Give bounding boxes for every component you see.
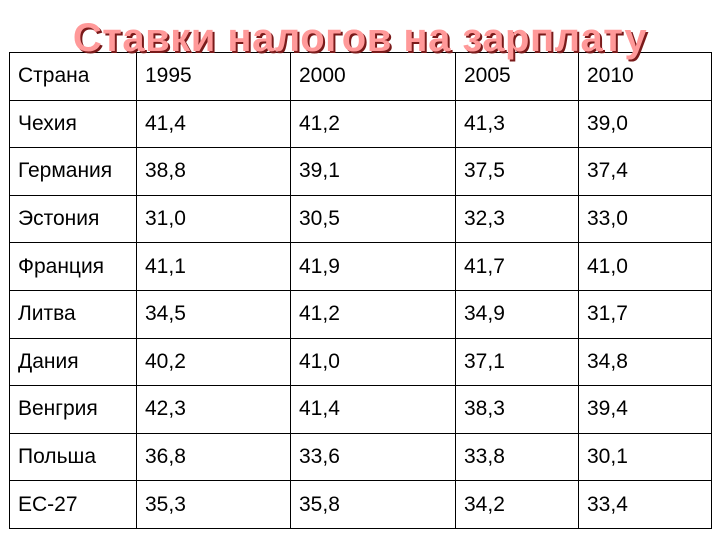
table-body: Страна 1995 2000 2005 2010 Чехия 41,4 41,2 41,3 3… xyxy=(9,52,712,529)
country-cell: Польша xyxy=(9,432,137,482)
value-cell: 35,3 xyxy=(136,480,291,529)
value-cell: 38,8 xyxy=(136,147,291,196)
value-cell: 42,3 xyxy=(136,385,291,434)
value-cell: 34,2 xyxy=(455,480,579,529)
country-cell: Германия xyxy=(9,147,137,196)
value-cell: 30,1 xyxy=(578,432,712,482)
value-cell: 41,2 xyxy=(290,289,456,339)
value-cell: 39,4 xyxy=(578,385,712,434)
value-cell: 36,8 xyxy=(136,432,291,482)
country-cell: Франция xyxy=(9,242,137,291)
value-cell: 40,2 xyxy=(136,337,291,387)
value-cell: 39,1 xyxy=(290,147,456,196)
value-cell: 41,9 xyxy=(290,242,456,291)
country-cell: Дания xyxy=(9,337,137,387)
value-cell: 41,4 xyxy=(290,385,456,434)
value-cell: 33,4 xyxy=(578,480,712,529)
country-cell: ЕС-27 xyxy=(9,480,137,529)
country-cell: Эстония xyxy=(9,194,137,244)
table-row: ЕС-27 35,3 35,8 34,2 33,4 xyxy=(9,480,712,529)
table-row: Литва 34,5 41,2 34,9 31,7 xyxy=(9,289,712,339)
value-cell: 41,3 xyxy=(455,99,579,149)
value-cell: 33,6 xyxy=(290,432,456,482)
value-cell: 39,0 xyxy=(578,99,712,149)
country-cell: Венгрия xyxy=(9,385,137,434)
page-title: Ставки налогов на зарплату xyxy=(72,16,648,60)
value-cell: 33,8 xyxy=(455,432,579,482)
value-cell: 34,8 xyxy=(578,337,712,387)
header-cell: 2005 xyxy=(455,52,579,101)
value-cell: 41,1 xyxy=(136,242,291,291)
value-cell: 34,5 xyxy=(136,289,291,339)
table-row: Венгрия 42,3 41,4 38,3 39,4 xyxy=(9,385,712,434)
header-row: Страна 1995 2000 2005 2010 xyxy=(9,52,712,101)
header-cell: Страна xyxy=(9,52,137,101)
value-cell: 37,1 xyxy=(455,337,579,387)
value-cell: 41,4 xyxy=(136,99,291,149)
country-cell: Чехия xyxy=(9,99,137,149)
table-row: Эстония 31,0 30,5 32,3 33,0 xyxy=(9,194,712,244)
value-cell: 33,0 xyxy=(578,194,712,244)
value-cell: 37,5 xyxy=(455,147,579,196)
table-row: Франция 41,1 41,9 41,7 41,0 xyxy=(9,242,712,291)
table-row: Чехия 41,4 41,2 41,3 39,0 xyxy=(9,99,712,149)
value-cell: 34,9 xyxy=(455,289,579,339)
table-row: Польша 36,8 33,6 33,8 30,1 xyxy=(9,432,712,482)
table-row: Дания 40,2 41,0 37,1 34,8 xyxy=(9,337,712,387)
header-cell: 2010 xyxy=(578,52,712,101)
value-cell: 41,0 xyxy=(578,242,712,291)
value-cell: 41,0 xyxy=(290,337,456,387)
country-cell: Литва xyxy=(9,289,137,339)
value-cell: 41,7 xyxy=(455,242,579,291)
value-cell: 32,3 xyxy=(455,194,579,244)
value-cell: 30,5 xyxy=(290,194,456,244)
value-cell: 31,0 xyxy=(136,194,291,244)
value-cell: 38,3 xyxy=(455,385,579,434)
value-cell: 41,2 xyxy=(290,99,456,149)
tax-rates-table: Страна 1995 2000 2005 2010 Чехия 41,4 41,2 41,3 3… xyxy=(9,52,712,529)
value-cell: 35,8 xyxy=(290,480,456,529)
value-cell: 31,7 xyxy=(578,289,712,339)
header-cell: 1995 xyxy=(136,52,291,101)
value-cell: 37,4 xyxy=(578,147,712,196)
table-row: Германия 38,8 39,1 37,5 37,4 xyxy=(9,147,712,196)
